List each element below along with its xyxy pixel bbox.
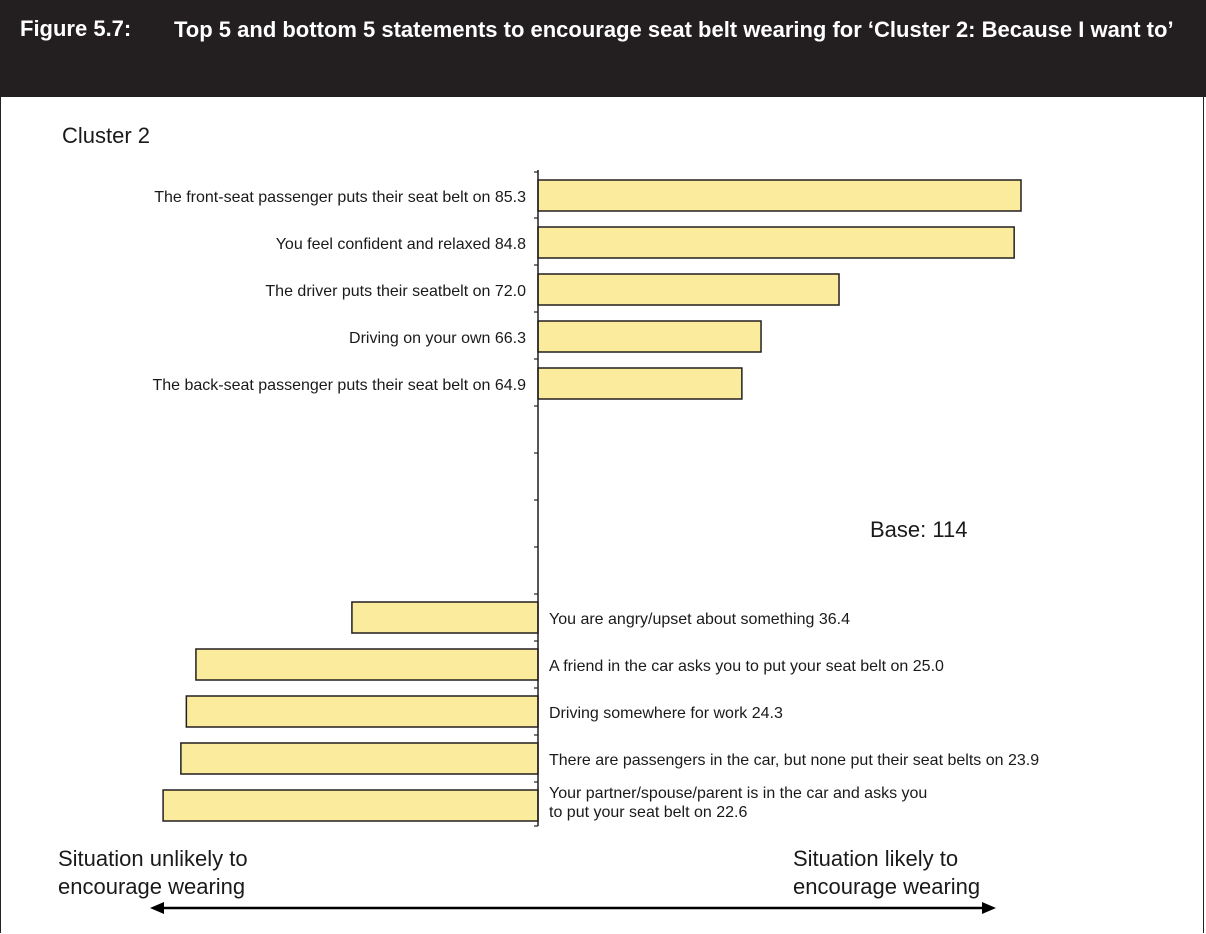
figure-title: Top 5 and bottom 5 statements to encoura… <box>174 17 1174 42</box>
base-label: Base: 114 <box>870 517 968 542</box>
bar-bottom-4 <box>180 742 539 775</box>
chart-title: Cluster 2 <box>62 123 151 148</box>
category-label-bottom-5: Your partner/spouse/parent is in the car… <box>549 785 927 821</box>
category-label-bottom-2: A friend in the car asks you to put your… <box>549 658 944 675</box>
category-label-top-2: You feel confident and relaxed 84.8 <box>276 236 526 253</box>
bar-top-4 <box>537 320 762 353</box>
figure-header: Figure 5.7: Top 5 and bottom 5 statement… <box>0 0 1206 97</box>
bar-bottom-2 <box>195 648 539 681</box>
scale-left-label: Situation unlikely to encourage wearing <box>58 845 248 901</box>
scale-right-label: Situation likely to encourage wearing <box>793 845 980 901</box>
bar-top-1 <box>537 179 1022 212</box>
scale-left-line-1: Situation unlikely to <box>58 846 248 871</box>
category-label-top-1: The front-seat passenger puts their seat… <box>154 189 526 206</box>
scale-left-line-2: encourage wearing <box>58 874 246 899</box>
bar-top-5 <box>537 367 743 400</box>
scale-right-line-2: encourage wearing <box>793 874 981 899</box>
category-label-top-4: Driving on your own 66.3 <box>349 330 526 347</box>
bar-bottom-1 <box>351 601 539 634</box>
figure-number: Figure 5.7: <box>20 16 132 41</box>
category-label-line-2: to put your seat belt on 22.6 <box>549 804 747 821</box>
scale-arrow-right-head <box>982 902 996 914</box>
bar-bottom-3 <box>185 695 539 728</box>
category-label-top-3: The driver puts their seatbelt on 72.0 <box>265 283 526 300</box>
scale-arrow-left-head <box>150 902 164 914</box>
bar-top-3 <box>537 273 840 306</box>
category-label-top-5: The back-seat passenger puts their seat … <box>152 377 526 394</box>
bar-bottom-5 <box>162 789 539 822</box>
category-label-bottom-1: You are angry/upset about something 36.4 <box>549 611 850 628</box>
category-label-line-1: Your partner/spouse/parent is in the car… <box>549 785 927 802</box>
scale-right-line-1: Situation likely to <box>793 846 959 871</box>
category-label-bottom-4: There are passengers in the car, but non… <box>549 752 1039 769</box>
category-label-bottom-3: Driving somewhere for work 24.3 <box>549 705 783 722</box>
bar-top-2 <box>537 226 1015 259</box>
